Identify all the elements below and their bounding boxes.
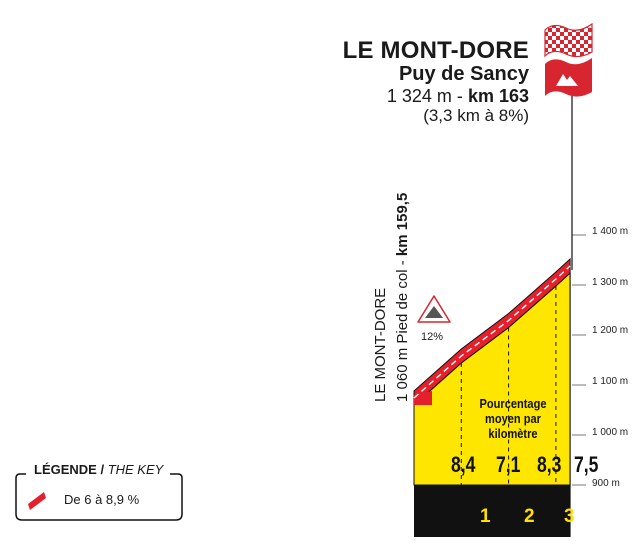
start-altitude: 1 060 m Pied de col - bbox=[394, 256, 411, 402]
start-km: km 159,5 bbox=[394, 192, 411, 257]
km-marker-2: 2 bbox=[524, 506, 535, 527]
finish-km: km 163 bbox=[467, 86, 529, 107]
axis-tick-1200: 1 200 m bbox=[592, 325, 629, 336]
legend-title-fr: LÉGENDE bbox=[34, 462, 97, 477]
axis-tick-1000: 1 000 m bbox=[592, 427, 629, 438]
axis-ticks bbox=[572, 234, 586, 486]
legend-item: De 6 à 8,9 % bbox=[64, 492, 140, 507]
legend-swatch bbox=[28, 492, 46, 510]
legend-separator: / bbox=[96, 462, 108, 477]
segment-gradient-4: 7,5 bbox=[574, 452, 599, 477]
profile-top-band bbox=[413, 257, 571, 407]
profile-centreline bbox=[413, 265, 571, 399]
legend-title: LÉGENDE / THE KEY bbox=[30, 462, 168, 477]
axis-tick-900: 900 m bbox=[592, 478, 620, 489]
finish-flag-icon bbox=[544, 22, 593, 58]
finish-altitude-value: 1 324 m - bbox=[386, 86, 468, 107]
legend-title-en: THE KEY bbox=[107, 462, 164, 477]
max-gradient-label: 12% bbox=[421, 331, 444, 343]
start-name: LE MONT-DORE bbox=[372, 287, 389, 402]
finish-altitude: 1 324 m - km 163 bbox=[343, 87, 529, 106]
summit-icon bbox=[545, 58, 592, 97]
axis-tick-1100: 1 100 m bbox=[592, 376, 629, 387]
axis-tick-1300: 1 300 m bbox=[592, 277, 629, 288]
steep-gradient-icon bbox=[417, 295, 451, 323]
profile-area bbox=[413, 257, 571, 537]
finish-name: LE MONT-DORE bbox=[342, 37, 529, 64]
km-marker-3: 3 bbox=[564, 506, 575, 527]
finish-subtitle: Puy de Sancy bbox=[398, 63, 529, 86]
finish-info: LE MONT-DORE Puy de Sancy 1 324 m - km 1… bbox=[343, 38, 529, 125]
legend-frame bbox=[15, 473, 183, 521]
segment-gradient-3: 8,3 bbox=[537, 452, 562, 477]
average-gradient-label: Pourcentage moyen par kilomètre bbox=[479, 396, 547, 441]
km-marker-1: 1 bbox=[480, 506, 491, 527]
axis-tick-1400: 1 400 m bbox=[592, 226, 629, 237]
segment-gradient-1: 8,4 bbox=[451, 452, 476, 477]
segment-gradient-2: 7,1 bbox=[496, 452, 521, 477]
finish-climb: (3,3 km à 8%) bbox=[423, 106, 529, 126]
profile-base bbox=[414, 485, 571, 537]
start-detail: 1 060 m Pied de col - km 159,5 bbox=[394, 193, 411, 402]
